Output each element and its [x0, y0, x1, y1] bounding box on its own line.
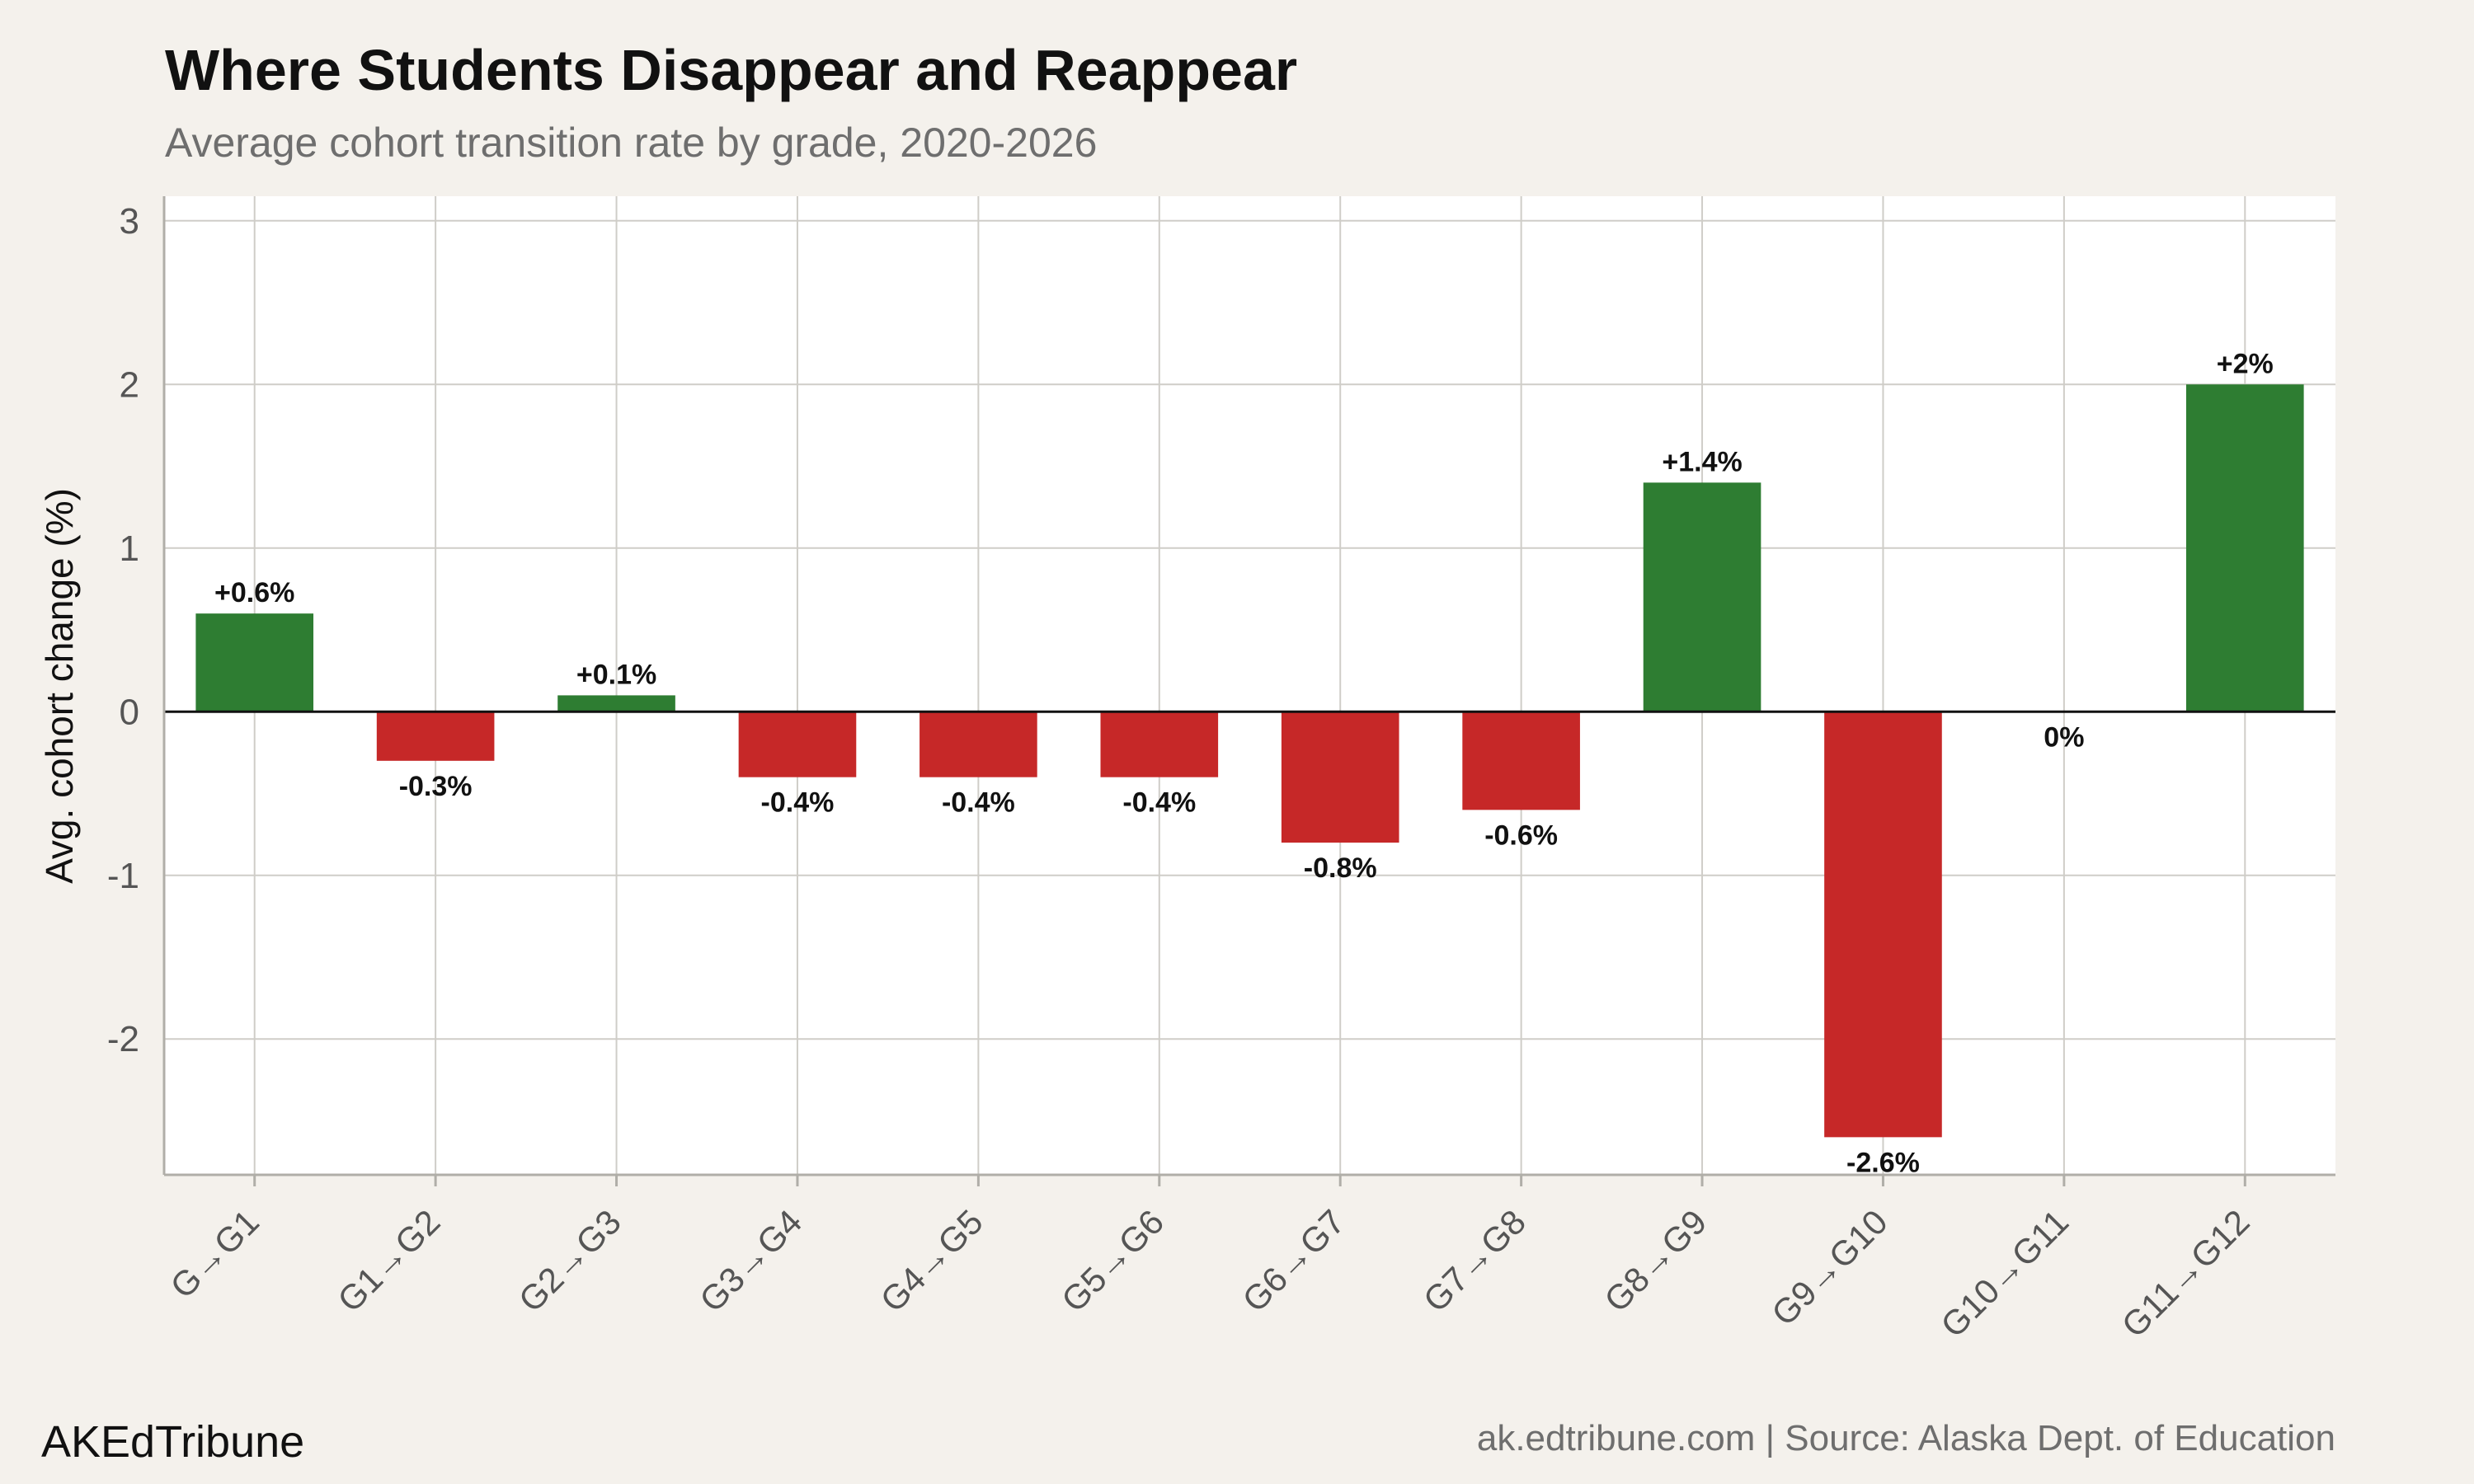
bar	[557, 695, 675, 712]
y-tick-label: 1	[120, 528, 139, 569]
bar	[920, 711, 1037, 777]
x-tick-label: G9→G10	[1764, 1202, 1895, 1333]
x-tick-label: G5→G6	[1054, 1202, 1171, 1319]
bar-value-label: +0.6%	[214, 577, 294, 608]
x-tick-label: G7→G8	[1416, 1202, 1533, 1319]
x-tick-label: G1→G2	[330, 1202, 447, 1319]
bar-value-label: +1.4%	[1662, 446, 1742, 477]
bar-value-label: +2%	[2217, 348, 2274, 379]
y-tick-label: -2	[107, 1019, 139, 1059]
y-tick-label: 2	[120, 364, 139, 405]
bar-value-label: -0.4%	[761, 787, 835, 819]
bar	[1462, 711, 1580, 810]
bar-value-label: -0.3%	[399, 771, 473, 802]
bar-value-label: 0%	[2044, 721, 2084, 753]
bar	[195, 613, 314, 712]
bar	[738, 711, 857, 777]
bar	[1281, 711, 1399, 843]
x-tick-label: G3→G4	[692, 1202, 809, 1319]
bars	[195, 384, 2304, 1138]
y-axis-label: Avg. cohort change (%)	[38, 488, 81, 884]
chart-subtitle: Average cohort transition rate by grade,…	[165, 120, 1097, 166]
bar	[1643, 482, 1761, 712]
bar	[1824, 711, 1942, 1138]
bar	[2185, 384, 2304, 712]
bar-value-label: -0.4%	[1122, 787, 1196, 819]
y-tick-label: 0	[120, 692, 139, 732]
bar	[376, 711, 495, 761]
x-tick-label: G8→G9	[1597, 1202, 1714, 1319]
bar	[1100, 711, 1219, 777]
source-note: ak.edtribune.com | Source: Alaska Dept. …	[1477, 1418, 2335, 1458]
bar-value-label: -0.4%	[942, 787, 1015, 819]
data-labels: +0.6% -0.3% +0.1% -0.4% -0.4% -0.4% -0.8% -0.6%…	[214, 348, 2274, 1178]
y-tick-label: -1	[107, 856, 139, 896]
y-tick-label: 3	[120, 201, 139, 242]
bar-value-label: -0.8%	[1304, 852, 1377, 884]
x-tick-label: G4→G5	[873, 1202, 990, 1319]
x-tick-label: G6→G7	[1235, 1202, 1352, 1319]
bar-value-label: -0.6%	[1484, 819, 1558, 851]
bar-value-label: +0.1%	[576, 659, 656, 690]
chart-title: Where Students Disappear and Reappear	[165, 38, 1297, 102]
x-tick-label: G11→G12	[2114, 1202, 2257, 1345]
x-tick-label: G2→G3	[511, 1202, 628, 1319]
bar-value-label: -2.6%	[1846, 1147, 1920, 1178]
x-tick-label: G10→G11	[1933, 1202, 2076, 1345]
plot-panel	[164, 196, 2335, 1175]
brand-logo-text: AKEdTribune	[41, 1417, 304, 1467]
x-tick-label: G→G1	[162, 1202, 266, 1306]
axes	[162, 196, 2335, 1176]
